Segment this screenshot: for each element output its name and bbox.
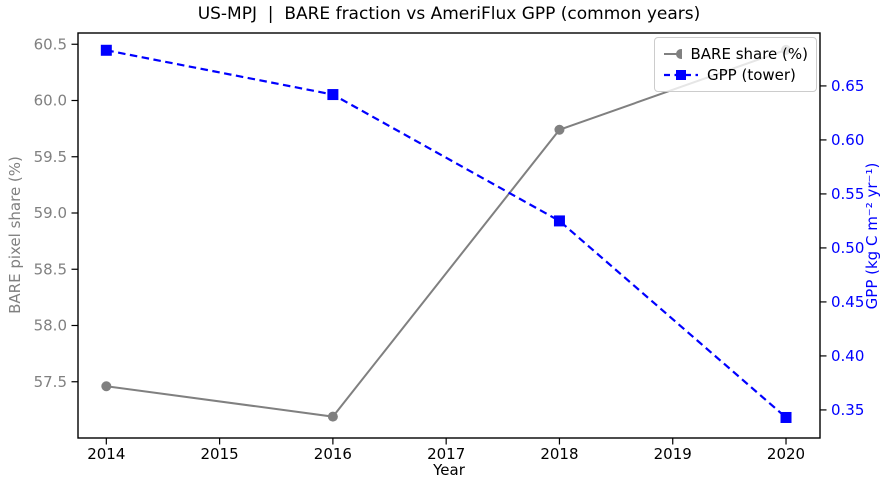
bare-data-point xyxy=(554,124,565,135)
right-tick-label: 0.50 xyxy=(831,239,864,257)
bare-data-point xyxy=(101,381,112,392)
x-tick-label: 2014 xyxy=(87,445,125,463)
legend: BARE share (%) GPP (tower) xyxy=(654,37,817,92)
left-tick-label: 60.0 xyxy=(34,92,67,110)
gpp-data-point xyxy=(553,215,565,227)
legend-label-gpp: GPP (tower) xyxy=(707,66,796,85)
bare-series-line xyxy=(106,48,787,418)
gpp-series-line xyxy=(106,49,787,419)
gpp-data-point xyxy=(100,44,112,56)
left-tick-label: 57.5 xyxy=(34,373,67,391)
x-axis-label: Year xyxy=(433,461,465,479)
left-tick-label: 58.5 xyxy=(34,260,67,278)
legend-item-bare: BARE share (%) xyxy=(663,44,808,64)
left-tick-label: 60.5 xyxy=(34,35,67,53)
right-tick-label: 0.35 xyxy=(831,401,864,419)
right-tick-label: 0.55 xyxy=(831,185,864,203)
right-tick-label: 0.40 xyxy=(831,347,864,365)
left-tick-label: 59.5 xyxy=(34,148,67,166)
left-y-axis-label: BARE pixel share (%) xyxy=(6,156,24,314)
left-tick-label: 59.0 xyxy=(34,204,67,222)
bare-line-sample-icon xyxy=(664,48,683,59)
bare-data-point xyxy=(327,411,338,422)
x-tick-label: 2019 xyxy=(654,445,692,463)
right-tick-label: 0.65 xyxy=(831,77,864,95)
gpp-data-point xyxy=(780,411,792,423)
legend-label-bare: BARE share (%) xyxy=(690,44,808,63)
gpp-line-sample-icon xyxy=(664,70,698,81)
right-tick-label: 0.45 xyxy=(831,293,864,311)
gpp-data-point xyxy=(327,89,339,101)
x-tick-label: 2015 xyxy=(201,445,239,463)
x-tick-label: 2016 xyxy=(314,445,352,463)
right-y-axis-label: GPP (kg C m⁻² yr⁻¹) xyxy=(863,162,881,310)
right-tick-label: 0.60 xyxy=(831,131,864,149)
x-tick-label: 2018 xyxy=(540,445,578,463)
x-tick-label: 2017 xyxy=(427,445,465,463)
left-tick-label: 58.0 xyxy=(34,317,67,335)
axes-frame xyxy=(77,32,821,439)
legend-item-gpp: GPP (tower) xyxy=(663,65,808,85)
chart-title: US-MPJ | BARE fraction vs AmeriFlux GPP … xyxy=(197,4,701,24)
x-tick-label: 2020 xyxy=(767,445,805,463)
